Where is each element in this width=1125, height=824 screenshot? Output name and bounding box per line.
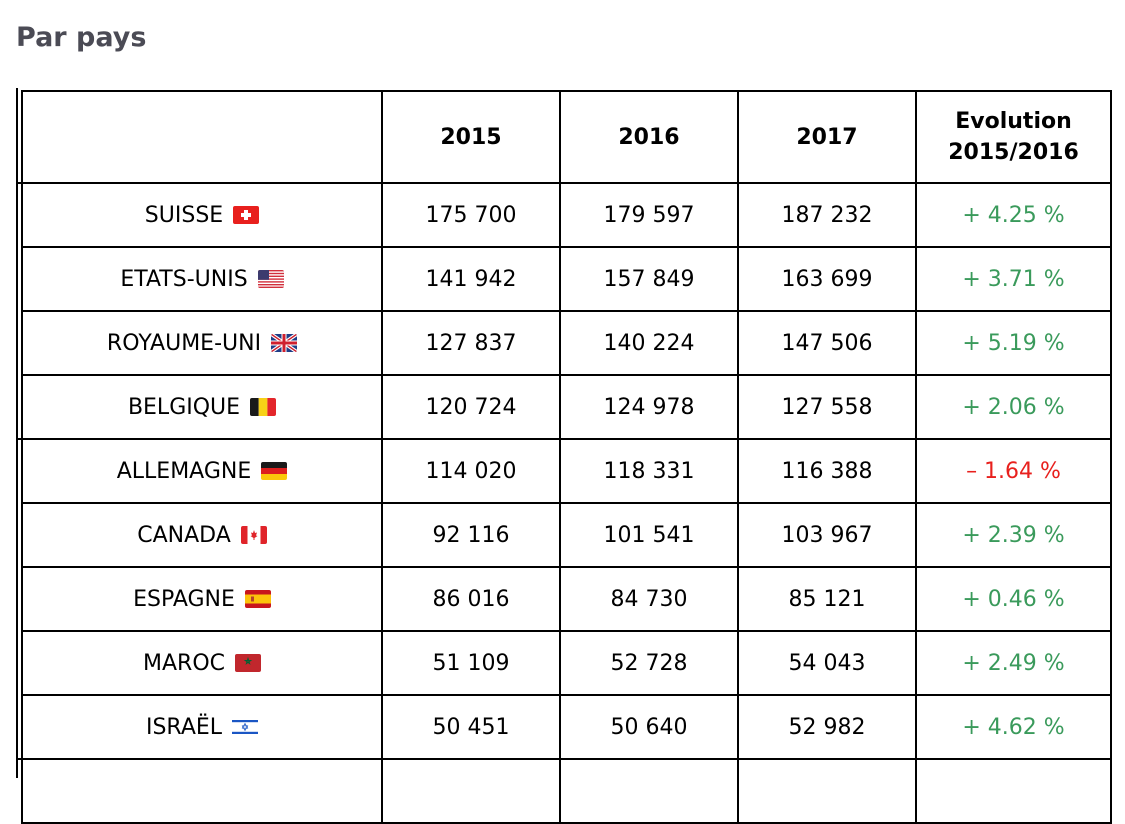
evolution-value: + 0.46 %: [915, 566, 1112, 632]
value-2015: 127 837: [381, 310, 561, 376]
country-name: ALLEMAGNE: [116, 458, 252, 484]
value-2015: [381, 758, 561, 824]
country-cell: CANADA: [21, 502, 383, 568]
value-2017: 187 232: [737, 182, 917, 248]
value-2017: 52 982: [737, 694, 917, 760]
page-title: Par pays: [16, 22, 147, 53]
value-2017: 103 967: [737, 502, 917, 568]
country-cell: ISRAËL: [21, 694, 383, 760]
belgium-flag-icon: [250, 397, 277, 416]
swiss-flag-icon: [233, 205, 260, 224]
value-2016: 157 849: [559, 246, 739, 312]
table-row: BELGIQUE 120 724 124 978 127 558 + 2.06 %: [21, 374, 1112, 440]
evolution-value: + 2.06 %: [915, 374, 1112, 440]
value-2016: 50 640: [559, 694, 739, 760]
israel-flag-icon: [232, 717, 259, 736]
country-name: BELGIQUE: [127, 394, 241, 420]
country-stats-table: 2015 2016 2017 Evolution 2015/2016 SUISS…: [21, 90, 1112, 824]
value-2017: 127 558: [737, 374, 917, 440]
evolution-value: + 2.49 %: [915, 630, 1112, 696]
header-country: [21, 90, 383, 184]
value-2016: 52 728: [559, 630, 739, 696]
table-row: CANADA 92 116 101 541 103 967 + 2.39 %: [21, 502, 1112, 568]
country-name: ISRAËL: [145, 714, 223, 740]
evolution-value: [915, 758, 1112, 824]
country-cell: MAROC: [21, 630, 383, 696]
country-cell: ROYAUME-UNI: [21, 310, 383, 376]
value-2015: 92 116: [381, 502, 561, 568]
left-border-tick: [16, 438, 22, 440]
table-row: SUISSE 175 700 179 597 187 232 + 4.25 %: [21, 182, 1112, 248]
evolution-value: – 1.64 %: [915, 438, 1112, 504]
table-body: SUISSE 175 700 179 597 187 232 + 4.25 % ETATS…: [21, 182, 1112, 824]
value-2015: 120 724: [381, 374, 561, 440]
value-2017: 85 121: [737, 566, 917, 632]
value-2015: 114 020: [381, 438, 561, 504]
value-2015: 175 700: [381, 182, 561, 248]
value-2017: 163 699: [737, 246, 917, 312]
table-row: ETATS-UNIS 141 942 157 849 163 699 + 3.71 %: [21, 246, 1112, 312]
value-2016: 179 597: [559, 182, 739, 248]
value-2016: 124 978: [559, 374, 739, 440]
evolution-value: + 5.19 %: [915, 310, 1112, 376]
evolution-value: + 4.62 %: [915, 694, 1112, 760]
header-evolution-line1: Evolution: [955, 109, 1072, 134]
country-cell: BELGIQUE: [21, 374, 383, 440]
evolution-value: + 3.71 %: [915, 246, 1112, 312]
evolution-value: + 2.39 %: [915, 502, 1112, 568]
value-2016: 118 331: [559, 438, 739, 504]
country-cell: ETATS-UNIS: [21, 246, 383, 312]
header-2017: 2017: [737, 90, 917, 184]
morocco-flag-icon: [235, 653, 261, 672]
us-flag-icon: [257, 269, 284, 288]
country-cell: ESPAGNE: [21, 566, 383, 632]
country-name: CANADA: [137, 522, 231, 548]
evolution-value: + 4.25 %: [915, 182, 1112, 248]
canada-flag-icon: [240, 525, 267, 544]
country-name: SUISSE: [144, 202, 224, 228]
value-2015: 86 016: [381, 566, 561, 632]
table-header-row: 2015 2016 2017 Evolution 2015/2016: [21, 90, 1112, 184]
table-row: [21, 758, 1112, 824]
header-evolution-line2: 2015/2016: [948, 140, 1079, 165]
country-name: ETATS-UNIS: [120, 266, 248, 292]
left-border-tick: [16, 758, 22, 760]
left-border-tick: [16, 182, 22, 184]
table-row: ESPAGNE 86 016 84 730 85 121 + 0.46 %: [21, 566, 1112, 632]
left-border-rule: [16, 88, 18, 778]
header-2016: 2016: [559, 90, 739, 184]
country-name: ESPAGNE: [133, 586, 235, 612]
value-2017: [737, 758, 917, 824]
value-2015: 51 109: [381, 630, 561, 696]
table-row: MAROC 51 109 52 728 54 043 + 2.49 %: [21, 630, 1112, 696]
header-evolution: Evolution 2015/2016: [915, 90, 1112, 184]
value-2016: 84 730: [559, 566, 739, 632]
value-2015: 50 451: [381, 694, 561, 760]
value-2017: 147 506: [737, 310, 917, 376]
spain-flag-icon: [244, 589, 271, 608]
value-2017: 54 043: [737, 630, 917, 696]
country-name: MAROC: [143, 650, 225, 676]
table-row: ROYAUME-UNI 127 837 140 224 147 506 + 5.19 %: [21, 310, 1112, 376]
value-2017: 116 388: [737, 438, 917, 504]
header-2015: 2015: [381, 90, 561, 184]
value-2015: 141 942: [381, 246, 561, 312]
uk-flag-icon: [271, 333, 298, 352]
country-name: ROYAUME-UNI: [106, 330, 262, 356]
country-cell: [21, 758, 383, 824]
country-cell: ALLEMAGNE: [21, 438, 383, 504]
table-row: ALLEMAGNE 114 020 118 331 116 388– 1.64 %: [21, 438, 1112, 504]
value-2016: [559, 758, 739, 824]
germany-flag-icon: [261, 461, 288, 480]
country-cell: SUISSE: [21, 182, 383, 248]
value-2016: 101 541: [559, 502, 739, 568]
value-2016: 140 224: [559, 310, 739, 376]
table-row: ISRAËL 50 451 50 640 52 982 + 4.62 %: [21, 694, 1112, 760]
